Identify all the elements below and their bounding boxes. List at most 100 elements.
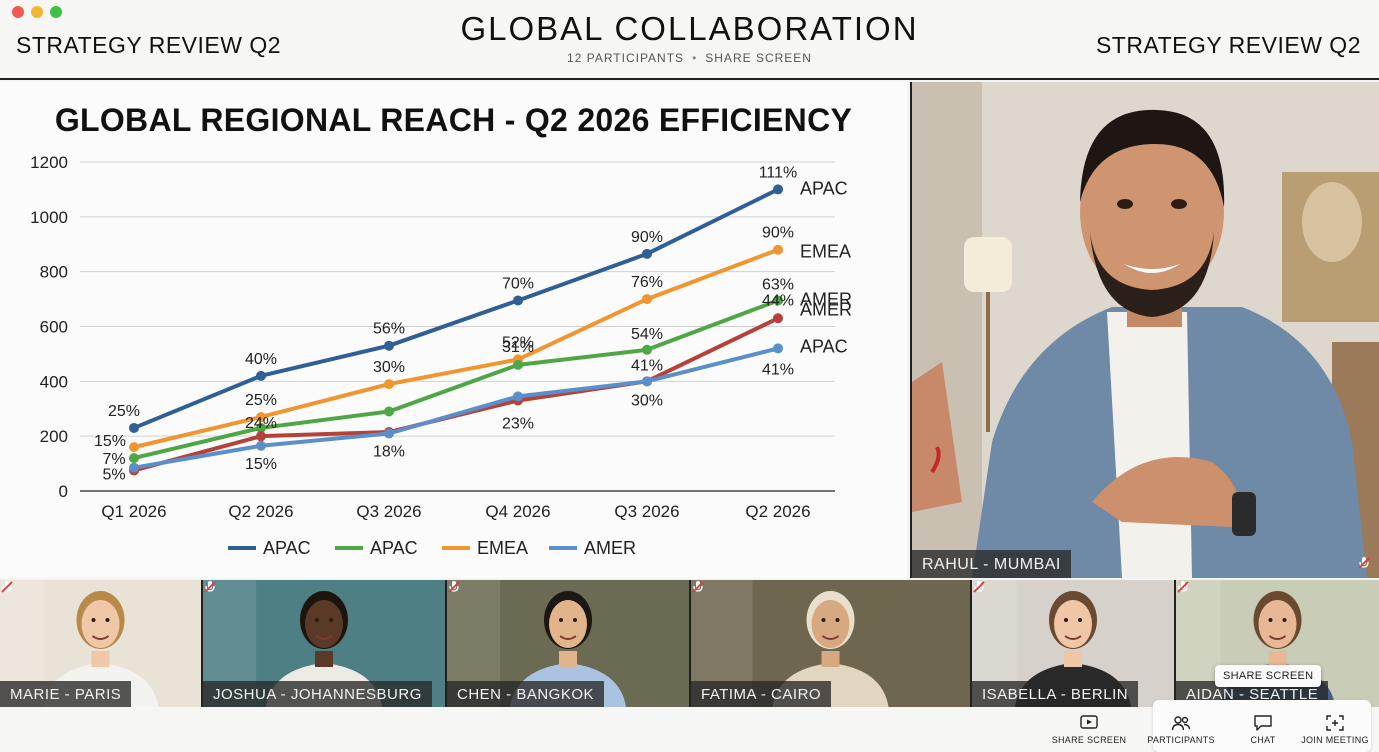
speaker-name-tag: RAHUL - MUMBAI: [912, 550, 1071, 578]
join-meeting-button[interactable]: JOIN MEETING: [1299, 707, 1371, 752]
data-point: [384, 406, 394, 417]
y-tick-label: 1000: [30, 208, 68, 227]
maximize-window-button[interactable]: [50, 6, 62, 18]
series-end-label: AMER: [800, 289, 852, 309]
series-end-label: APAC: [800, 178, 848, 198]
data-point: [256, 422, 266, 433]
data-label: 25%: [108, 403, 140, 420]
meeting-header: STRATEGY REVIEW Q2 GLOBAL COLLABORATION …: [0, 0, 1379, 80]
participant-tile[interactable]: FATIMA - CAIRO: [691, 580, 970, 707]
data-point: [256, 411, 266, 422]
data-label: 7%: [102, 451, 125, 468]
data-point: [773, 295, 783, 306]
data-point: [513, 295, 523, 306]
participant-tile[interactable]: AIDAN - SEATTLE: [1176, 580, 1379, 707]
data-label: 44%: [762, 292, 794, 309]
series-end-label: AMER: [800, 299, 852, 319]
data-point: [773, 313, 783, 324]
data-point: [129, 462, 139, 473]
meeting-title: GLOBAL COLLABORATION: [460, 10, 919, 47]
share-screen-label: SHARE SCREEN: [1051, 735, 1127, 745]
chart-gridlines: [80, 161, 835, 492]
data-label: 52%: [502, 334, 534, 351]
mic-muted-icon: [1, 581, 13, 593]
meeting-controls: SHARE SCREEN PARTICIPANTS CHAT JOIN MEET…: [1043, 707, 1371, 752]
data-point: [384, 428, 394, 439]
close-window-button[interactable]: [12, 6, 24, 18]
chat-button[interactable]: CHAT: [1227, 707, 1299, 752]
data-point: [129, 442, 139, 453]
mic-muted-icon: [204, 581, 216, 593]
meeting-topic-left: STRATEGY REVIEW Q2: [16, 32, 282, 58]
data-point: [773, 244, 783, 255]
participant-tile[interactable]: MARIE - PARIS: [0, 580, 201, 707]
participant-name-tag: MARIE - PARIS: [0, 681, 132, 707]
x-tick-label: Q3 2026: [614, 502, 679, 521]
chart-legend: APAC APAC EMEA AMER: [228, 538, 636, 558]
series-line: [133, 316, 779, 473]
data-label: 41%: [631, 357, 663, 374]
y-tick-label: 1200: [30, 153, 68, 172]
participant-tile[interactable]: JOSHUA - JOHANNESBURG: [203, 580, 445, 707]
slide-title: GLOBAL REGIONAL REACH - Q2 2026 EFFICIEN…: [54, 102, 853, 138]
participants-button[interactable]: PARTICIPANTS: [1135, 707, 1227, 752]
series-line: [133, 247, 779, 450]
series-line: [133, 187, 779, 430]
y-tick-label: 600: [40, 318, 68, 337]
share-screen-tooltip: SHARE SCREEN: [1215, 665, 1322, 687]
participants-icon: [1171, 716, 1191, 731]
meeting-subtitle: 12 PARTICIPANTS • SHARE SCREEN: [0, 51, 1379, 65]
data-label: 24%: [245, 415, 277, 432]
separator-dot: •: [692, 51, 698, 65]
chart-series: 25%40%56%70%90%111%APAC: [108, 164, 848, 433]
share-screen-button[interactable]: SHARE SCREEN: [1043, 707, 1135, 752]
data-point: [513, 359, 523, 370]
join-meeting-label: JOIN MEETING: [1301, 735, 1369, 745]
data-label: 56%: [373, 321, 405, 338]
mic-muted-icon: [692, 581, 704, 593]
data-point: [642, 294, 652, 305]
y-tick-label: 800: [40, 263, 68, 282]
participant-tile[interactable]: ISABELLA - BERLIN: [972, 580, 1174, 707]
participant-name-tag: CHEN - BANGKOK: [447, 681, 605, 707]
chart-series: 7% 24% 31% 54% 63% AMER: [102, 276, 852, 468]
data-label: 90%: [762, 225, 794, 242]
series-end-label: APAC: [800, 336, 848, 356]
data-label: 76%: [631, 274, 663, 291]
x-tick-label: Q2 2026: [228, 502, 293, 521]
bottom-toolbar: [0, 707, 1379, 752]
meeting-topic-right: STRATEGY REVIEW Q2: [1095, 32, 1361, 58]
share-screen-icon: [1080, 715, 1098, 729]
participant-tile[interactable]: CHEN - BANGKOK: [447, 580, 689, 707]
data-point: [773, 184, 783, 195]
data-label: 5%: [102, 466, 125, 483]
mic-muted-icon: [973, 581, 985, 593]
minimize-window-button[interactable]: [31, 6, 43, 18]
data-label: 18%: [373, 443, 405, 460]
data-point: [513, 391, 523, 402]
data-point: [642, 344, 652, 355]
reach-line-chart: 0 200 400 600 800 1000 1200 Q1 2026 Q2 2026 Q3 20…: [30, 153, 852, 558]
data-label: 41%: [762, 361, 794, 378]
participants-label: PARTICIPANTS: [1147, 735, 1215, 745]
data-point: [129, 422, 139, 433]
data-point: [384, 340, 394, 351]
y-tick-label: 200: [40, 427, 68, 446]
data-point: [129, 453, 139, 464]
participant-strip: MARIE - PARIS JOSHUA - JOHANNESBURG CHEN…: [0, 580, 1379, 707]
join-meeting-icon: [1326, 715, 1344, 731]
data-point: [384, 379, 394, 390]
mic-muted-icon: [448, 581, 460, 593]
participant-name-tag: ISABELLA - BERLIN: [972, 681, 1139, 707]
chat-icon: [1254, 715, 1272, 731]
x-tick-label: Q3 2026: [356, 502, 421, 521]
active-speaker-video[interactable]: RAHUL - MUMBAI: [910, 82, 1379, 578]
data-point: [256, 370, 266, 381]
data-label: 63%: [762, 276, 794, 293]
data-label: 70%: [502, 275, 534, 292]
data-label: 31%: [502, 339, 534, 356]
data-label: 111%: [759, 164, 798, 181]
data-label: 15%: [94, 433, 126, 450]
data-point: [256, 440, 266, 451]
